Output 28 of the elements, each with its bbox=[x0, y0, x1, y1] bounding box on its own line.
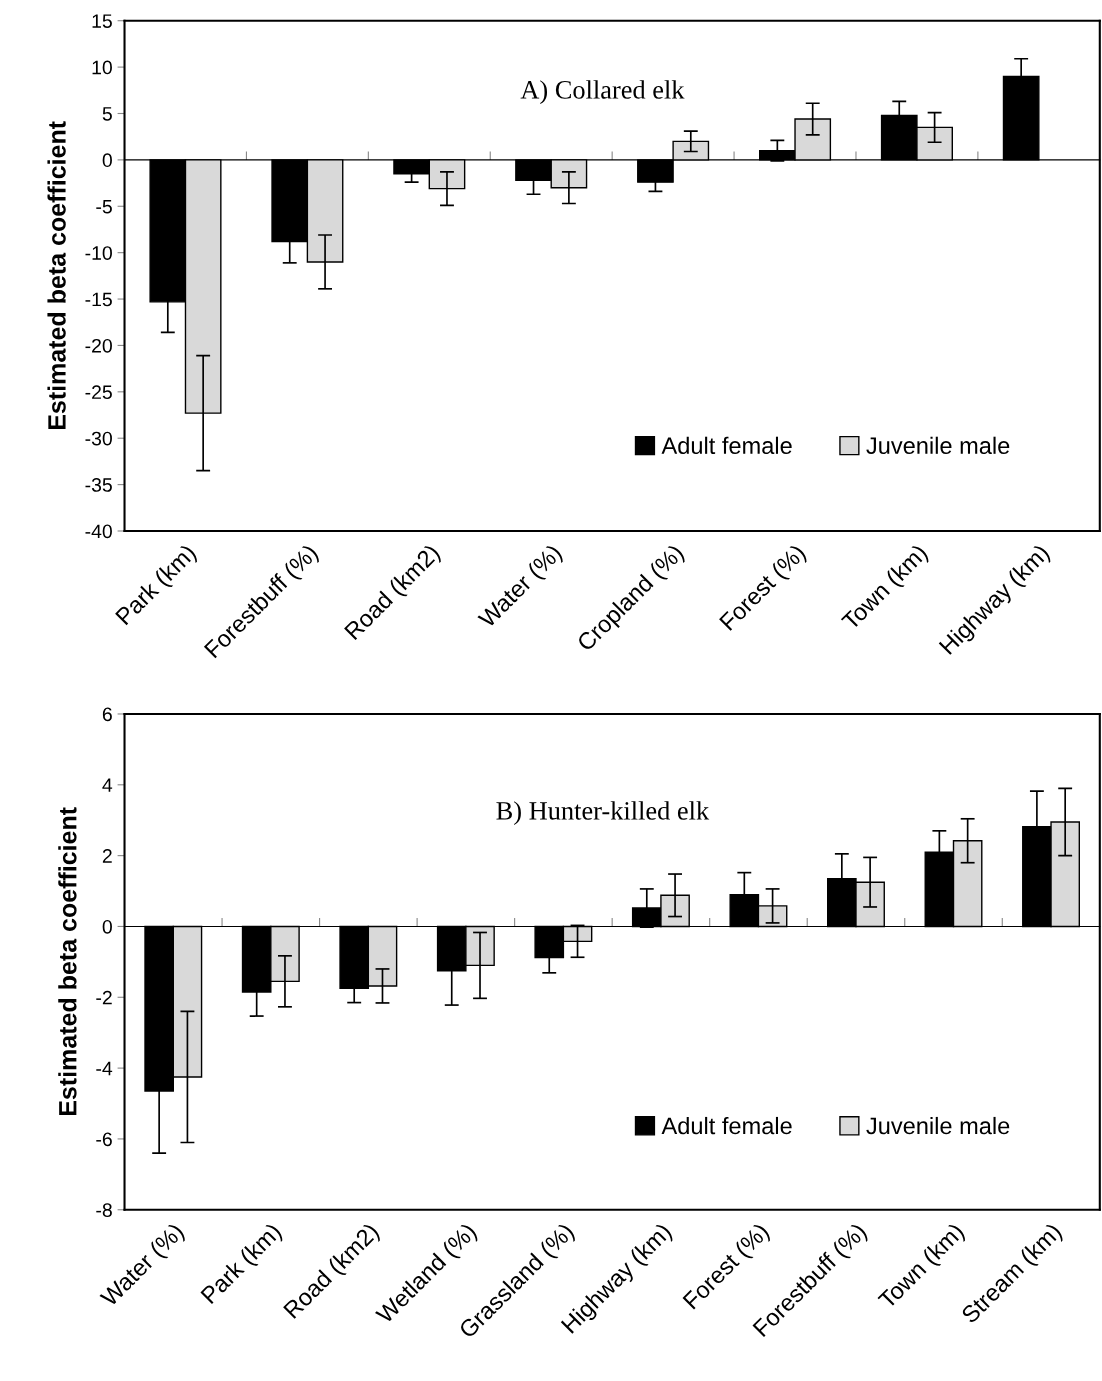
text: A) Collared elk bbox=[520, 80, 685, 105]
y-tick-label: 0 bbox=[102, 919, 112, 934]
y-axis-title: Estimated beta coefficient bbox=[58, 807, 77, 1116]
y-tick-label: 0 bbox=[102, 153, 112, 168]
y-tick-label: -6 bbox=[96, 1132, 112, 1147]
y-tick-label: 6 bbox=[102, 707, 112, 722]
y-tick-label: -30 bbox=[85, 431, 112, 446]
y-tick-label: -15 bbox=[85, 292, 112, 307]
y-tick-label: -40 bbox=[85, 524, 112, 539]
legend-label: Juvenile male bbox=[866, 1116, 1010, 1135]
legend-label: Juvenile male bbox=[866, 436, 1010, 455]
y-tick-label: -20 bbox=[85, 338, 112, 353]
y-tick-label: -25 bbox=[85, 385, 112, 400]
y-tick-label: 2 bbox=[102, 849, 112, 863]
y-tick-label: 10 bbox=[92, 60, 112, 75]
y-tick-label: -2 bbox=[96, 990, 112, 1005]
y-tick-label: 15 bbox=[92, 14, 112, 28]
y-axis-title: Estimated beta coefficient bbox=[47, 121, 66, 430]
legend-label: Adult female bbox=[661, 1116, 792, 1135]
y-tick-label: -8 bbox=[96, 1203, 112, 1217]
y-tick-label: 4 bbox=[102, 778, 113, 792]
legend-label: Adult female bbox=[661, 436, 792, 455]
text: B) Hunter-killed elk bbox=[496, 801, 710, 826]
y-tick-label: 5 bbox=[102, 107, 112, 121]
y-tick-label: -35 bbox=[85, 478, 112, 492]
y-tick-label: -4 bbox=[96, 1061, 113, 1076]
y-tick-label: -10 bbox=[85, 246, 112, 260]
y-tick-label: -5 bbox=[96, 199, 112, 214]
